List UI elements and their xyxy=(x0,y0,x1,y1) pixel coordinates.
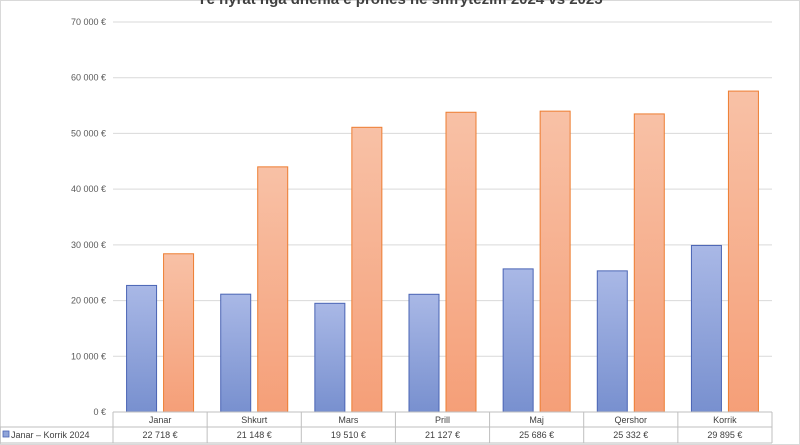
value-label: 21 148 € xyxy=(237,430,272,440)
y-tick-label: 0 € xyxy=(93,407,106,417)
category-label: Prill xyxy=(435,415,450,425)
bar-series-2-maj xyxy=(539,110,571,413)
y-axis-ticks: 0 € 10 000 € 20 000 € 30 000 € 40 000 € 50 00… xyxy=(71,17,106,417)
y-tick-label: 30 000 € xyxy=(71,240,106,250)
bar-series-2-korrik xyxy=(727,90,759,413)
category-label: Janar xyxy=(149,415,172,425)
bars xyxy=(126,90,759,413)
y-tick-label: 40 000 € xyxy=(71,184,106,194)
bar-series-1-maj xyxy=(502,268,534,413)
gridlines xyxy=(113,21,772,413)
bar-series-1-mars xyxy=(314,302,346,413)
bar-series-1-prill xyxy=(408,293,440,413)
value-label: 22 718 € xyxy=(143,430,178,440)
category-label: Shkurt xyxy=(241,415,268,425)
y-tick-label: 60 000 € xyxy=(71,73,106,83)
bar-series-2-janar xyxy=(163,253,195,413)
bar-series-1-janar xyxy=(126,284,158,413)
bar-series-2-prill xyxy=(445,111,477,413)
bar-series-2-shkurt xyxy=(257,166,289,413)
bar-series-1-shkurt xyxy=(220,293,252,413)
chart-title: Të hyrat nga dhënia e pronës në shfrytëz… xyxy=(0,0,800,8)
category-label: Qershor xyxy=(615,415,648,425)
value-label: 21 127 € xyxy=(425,430,460,440)
category-label: Maj xyxy=(529,415,544,425)
value-label: 19 510 € xyxy=(331,430,366,440)
category-label: Korrik xyxy=(713,415,737,425)
value-label: 29 895 € xyxy=(707,430,742,440)
data-table: Janar Shkurt Mars Prill Maj Qershor Korrik Jana… xyxy=(0,411,773,444)
bar-series-1-korrik xyxy=(690,244,722,413)
legend-swatch xyxy=(2,430,10,438)
value-label: 25 332 € xyxy=(613,430,648,440)
bar-series-2-mars xyxy=(351,126,383,413)
bar-series-1-qershor xyxy=(596,270,628,413)
legend-series-name: Janar – Korrik 2024 xyxy=(11,430,90,440)
y-tick-label: 70 000 € xyxy=(71,17,106,27)
bar-series-2-qershor xyxy=(633,113,665,413)
y-tick-label: 50 000 € xyxy=(71,128,106,138)
value-label: 25 686 € xyxy=(519,430,554,440)
y-tick-label: 20 000 € xyxy=(71,296,106,306)
category-label: Mars xyxy=(338,415,358,425)
y-tick-label: 10 000 € xyxy=(71,351,106,361)
